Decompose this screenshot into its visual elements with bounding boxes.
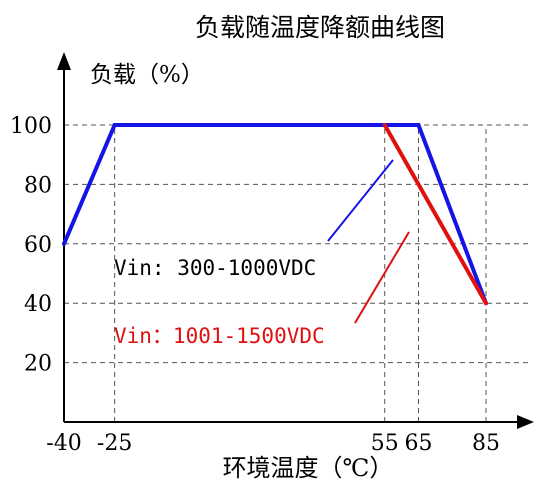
- x-tick-label: 55: [371, 431, 399, 456]
- red-leader-line: [354, 231, 410, 324]
- x-axis-arrow: [517, 415, 534, 429]
- x-tick-label: 85: [472, 431, 500, 456]
- y-axis-label: 负载（%）: [90, 62, 204, 88]
- y-tick-label: 40: [24, 292, 52, 317]
- annotation-series-1: Vin: 300-1000VDC: [114, 256, 316, 280]
- series-line-2: [382, 124, 488, 305]
- annotations: Vin: 300-1000VDC Vin：1001-1500VDC: [114, 159, 410, 348]
- y-tick-label: 80: [24, 173, 52, 198]
- series-2-point: [382, 123, 387, 127]
- x-tick-label: -40: [46, 431, 81, 456]
- series: [62, 123, 488, 306]
- y-tick-label: 20: [24, 352, 52, 377]
- series-1-point: [62, 241, 66, 246]
- annotation-series-2: Vin：1001-1500VDC: [114, 324, 325, 348]
- series-1-point: [112, 123, 117, 127]
- y-axis-arrow: [57, 52, 71, 70]
- chart-title: 负载随温度降额曲线图: [195, 13, 445, 42]
- x-tick-label: 65: [404, 431, 432, 456]
- blue-leader-line: [327, 159, 394, 242]
- tick-labels: 20 40 60 80 100 -40 -25 55 65 85: [10, 114, 500, 456]
- series-2-point: [484, 301, 488, 306]
- x-tick-label: -25: [97, 431, 132, 456]
- x-axis-label: 环境温度（℃）: [223, 454, 394, 481]
- grid: [64, 124, 528, 422]
- y-tick-label: 100: [10, 114, 52, 139]
- y-tick-label: 60: [24, 233, 52, 258]
- series-1-point: [416, 123, 421, 127]
- series-line-1: [62, 123, 488, 304]
